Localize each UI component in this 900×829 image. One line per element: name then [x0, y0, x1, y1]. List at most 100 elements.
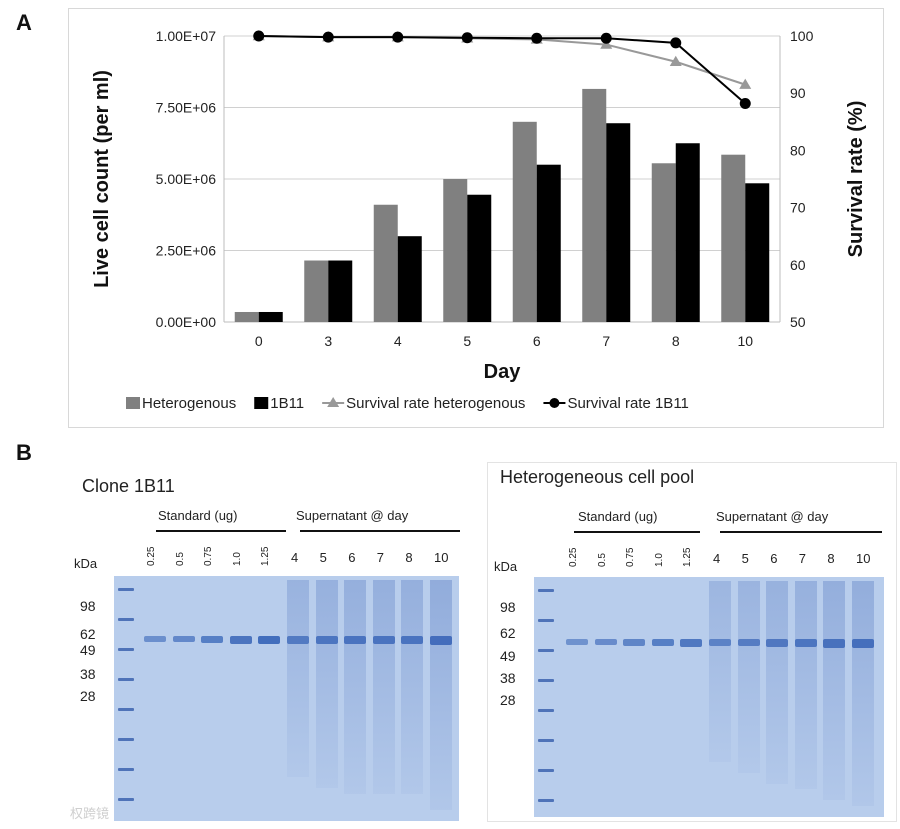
supernatant-group-label: Supernatant @ day: [296, 508, 409, 523]
day-lane-label: 8: [827, 551, 835, 566]
lane-smear: [315, 580, 338, 788]
y2-tick-label: 80: [790, 142, 806, 158]
day-lane-label: 5: [319, 550, 327, 565]
ladder-band: [118, 768, 134, 771]
standard-band: [680, 639, 703, 647]
bar-heterogenous: [373, 204, 398, 322]
standard-group-label: Standard (ug): [158, 508, 238, 523]
gel-image: [114, 576, 459, 821]
bar-heterogenous: [721, 154, 746, 322]
standard-lane-label: 0.25: [568, 547, 579, 567]
x-tick-label: 7: [602, 333, 610, 349]
x-tick-label: 4: [394, 333, 402, 349]
legend-swatch: [126, 397, 140, 409]
y2-tick-label: 50: [790, 314, 806, 330]
supernatant-band: [287, 636, 309, 644]
legend-label: Survival rate heterogenous: [346, 395, 525, 412]
growth-survival-chart: 0.00E+00 2.50E+06 5.00E+06 7.50E+06 1.00E+07…: [91, 28, 867, 412]
supernatant-band: [344, 636, 367, 645]
bar-heterogenous: [582, 88, 607, 322]
day-lane-label: 6: [770, 551, 778, 566]
day-lane-label: 10: [434, 550, 449, 565]
standard-group-line: [574, 531, 700, 533]
y-axis-title: Live cell count (per ml): [91, 70, 113, 288]
legend-label: 1B11: [270, 395, 304, 412]
supernatant-band: [852, 639, 874, 648]
legend-marker: [549, 398, 560, 408]
standard-band: [258, 636, 281, 645]
standard-lane-label: 0.75: [625, 547, 637, 567]
kda-label: kDa: [494, 559, 518, 574]
lane-smear: [766, 581, 789, 784]
standard-group-line: [156, 530, 286, 532]
mw-label: 62: [500, 625, 516, 641]
point-triangle: [739, 78, 752, 89]
bar-1b11: [328, 260, 353, 322]
bar-1b11: [675, 143, 700, 322]
standard-band: [144, 636, 166, 642]
supernatant-band: [430, 636, 452, 645]
x-tick-label: 0: [255, 333, 263, 349]
supernatant-band: [315, 636, 338, 644]
y-tick-label: 2.50E+06: [156, 243, 217, 259]
point-circle: [322, 31, 334, 43]
ladder-band: [118, 798, 134, 801]
line-survival-rate-1b11: [258, 35, 746, 105]
point-circle: [461, 32, 473, 44]
supernatant-group-line: [300, 530, 460, 532]
y-tick-label: 1.00E+07: [156, 28, 217, 44]
day-lane-label: 7: [798, 551, 807, 566]
y2-axis-title: Survival rate (%): [845, 101, 867, 258]
mw-label: 28: [80, 688, 96, 704]
supernatant-band: [372, 636, 395, 645]
supernatant-band: [794, 639, 817, 647]
standard-lane-label: 1.0: [653, 553, 665, 567]
bar-heterogenous: [304, 260, 329, 322]
standard-band: [594, 639, 617, 645]
day-lane-label: 5: [741, 551, 749, 566]
bar-heterogenous: [234, 311, 259, 322]
legend-marker: [327, 397, 340, 407]
lane-smear: [737, 581, 760, 773]
day-lane-label: 7: [376, 550, 385, 565]
lane-smear: [430, 580, 452, 810]
x-tick-label: 5: [463, 333, 471, 349]
day-lane-label: 8: [405, 550, 413, 565]
ladder-band: [118, 588, 134, 591]
legend-label: Heterogenous: [142, 395, 236, 412]
y-tick-label: 0.00E+00: [156, 314, 217, 330]
ladder-band: [538, 709, 554, 712]
mw-label: 62: [80, 626, 96, 642]
standard-lane-label: 0.5: [596, 553, 608, 567]
panel-label-b: B: [16, 440, 32, 465]
point-triangle: [669, 55, 682, 66]
y-tick-label: 5.00E+06: [156, 171, 217, 187]
legend-label: Survival rate 1B11: [567, 395, 688, 412]
supernatant-group-line: [720, 531, 882, 533]
ladder-band: [538, 649, 554, 652]
bar-heterogenous: [512, 121, 537, 322]
standard-band: [172, 636, 195, 643]
standard-group-label: Standard (ug): [578, 509, 658, 524]
day-lane-label: 4: [291, 550, 299, 565]
supernatant-group-label: Supernatant @ day: [716, 509, 829, 524]
lane-smear: [794, 581, 817, 789]
y2-tick-label: 60: [790, 257, 806, 273]
bar-1b11: [745, 183, 770, 322]
lane-smear: [823, 581, 846, 800]
bar-heterogenous: [651, 163, 676, 322]
kda-label: kDa: [74, 556, 98, 571]
ladder-band: [118, 648, 134, 651]
standard-band: [201, 636, 224, 643]
x-axis-title: Day: [484, 361, 522, 383]
gel-image: [534, 577, 884, 817]
mw-label: 38: [500, 670, 516, 686]
ladder-band: [538, 679, 554, 682]
lane-smear: [287, 580, 309, 777]
bar-1b11: [536, 164, 561, 322]
x-tick-label: 8: [672, 333, 680, 349]
standard-lane-label: 0.25: [146, 546, 157, 566]
chart-frame: [68, 8, 884, 428]
standard-lane-label: 0.5: [174, 552, 186, 566]
mw-label: 38: [80, 666, 96, 682]
